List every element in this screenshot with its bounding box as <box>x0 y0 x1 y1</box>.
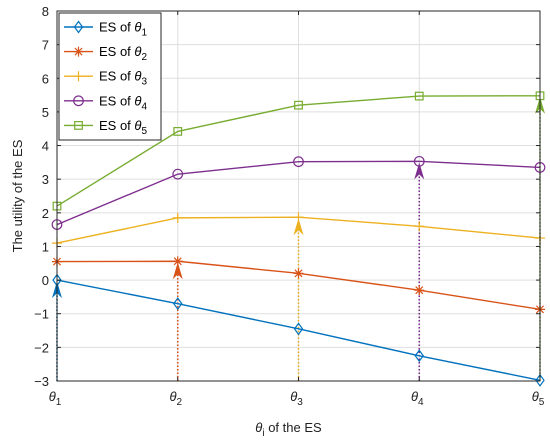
y-tick-label: −1 <box>34 307 49 322</box>
marker-point <box>414 349 424 363</box>
legend-item: ES of θ3 <box>64 69 147 88</box>
axis-labels: −3 −2 −1 0 1 2 3 4 5 6 7 8 θ1 θ2 θ3 θ4 θ5 θi of the ES The… <box>10 4 545 439</box>
legend-label: ES of θ4 <box>99 93 147 112</box>
x-tick-label: θ1 <box>49 389 62 408</box>
y-tick-label: 0 <box>42 273 49 288</box>
series-5 <box>52 91 545 211</box>
y-tick-label: 7 <box>42 38 49 53</box>
y-tick-label: 4 <box>42 139 49 154</box>
arrow-head <box>293 218 304 236</box>
marker-point <box>173 127 183 136</box>
marker-point <box>414 221 425 232</box>
marker-point <box>172 168 184 180</box>
marker-point <box>294 100 303 110</box>
legend-label: ES of θ3 <box>99 69 147 88</box>
marker-point <box>73 71 84 82</box>
marker-point <box>413 155 425 167</box>
x-tick-label: θ5 <box>532 389 545 408</box>
legend-item: ES of θ5 <box>64 118 147 137</box>
legend-item: ES of θ2 <box>64 44 147 63</box>
x-tick-label: θ3 <box>290 389 303 408</box>
series-3 <box>52 212 545 249</box>
y-tick-label: 3 <box>42 172 49 187</box>
marker-point <box>74 120 83 130</box>
marker-point <box>73 20 84 34</box>
y-tick-label: 8 <box>42 4 49 19</box>
arrow-head <box>414 162 425 180</box>
legend-label: ES of θ1 <box>99 20 147 39</box>
marker-point <box>535 373 545 387</box>
marker-point <box>172 256 183 267</box>
y-tick-label: 2 <box>42 206 49 221</box>
y-tick-label: 6 <box>42 71 49 86</box>
y-tick-label: 1 <box>42 239 49 254</box>
legend-item: ES of θ4 <box>64 93 147 112</box>
legend: ES of θ1 ES of θ2 ES of θ3 ES of θ4 ES of θ5 <box>58 12 162 141</box>
marker-point <box>293 322 304 336</box>
x-tick-label: θ2 <box>169 389 182 408</box>
marker-point <box>293 268 304 279</box>
marker-point <box>414 91 424 101</box>
y-tick-label: −3 <box>34 374 49 389</box>
marker-point <box>414 285 425 296</box>
series-line <box>56 279 541 382</box>
marker-point <box>293 156 304 168</box>
arrow-head <box>172 262 183 280</box>
series-line <box>56 95 541 207</box>
legend-item: ES of θ1 <box>64 20 147 39</box>
series-1 <box>52 273 545 387</box>
marker-point <box>172 212 183 223</box>
marker-point <box>293 212 304 223</box>
legend-label: ES of θ5 <box>99 118 147 137</box>
y-axis-label: The utility of the ES <box>10 139 25 252</box>
y-tick-label: 5 <box>42 105 49 120</box>
legend-label: ES of θ2 <box>99 44 147 63</box>
y-tick-label: −2 <box>34 340 49 355</box>
x-tick-label: θ4 <box>411 389 424 408</box>
marker-point <box>173 297 183 311</box>
series-lines <box>51 91 546 387</box>
marker-point <box>73 46 84 57</box>
marker-point <box>73 95 84 107</box>
x-axis-label: θi of the ES <box>255 420 322 439</box>
series-line <box>56 160 541 226</box>
